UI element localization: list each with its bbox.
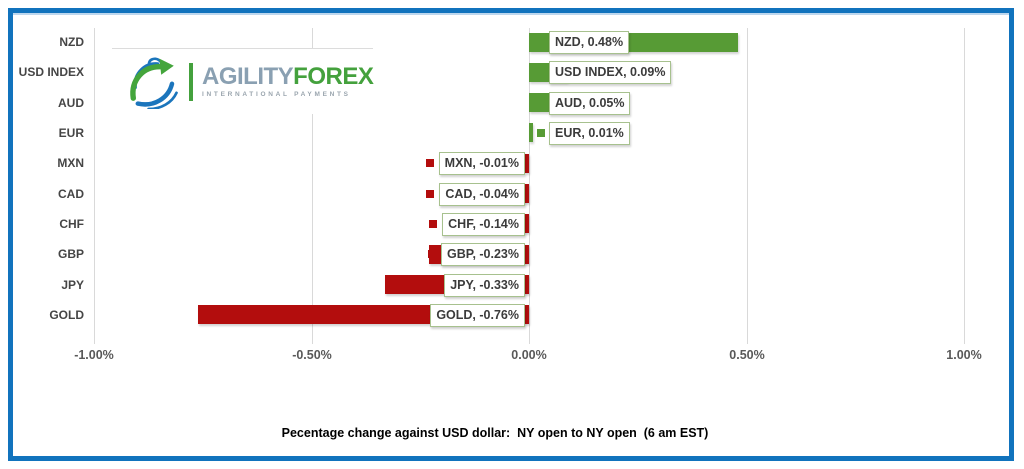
brand-name-forex: FOREX: [293, 62, 374, 90]
data-label-wrap: USD INDEX, 0.09%: [537, 60, 672, 84]
category-label-nzd: NZD: [59, 35, 84, 49]
gridline-0.00%: [529, 28, 530, 344]
data-label-wrap: CHF, -0.14%: [429, 212, 525, 236]
category-label-eur: EUR: [58, 126, 84, 140]
data-label-wrap: MXN, -0.01%: [425, 151, 525, 175]
data-label-gold: GOLD, -0.76%: [430, 303, 525, 327]
category-label-usd-index: USD INDEX: [18, 65, 84, 79]
brand-name-agility: AGILITY: [202, 62, 294, 90]
logo-divider: [189, 62, 193, 101]
x-tick--1.00%: -1.00%: [74, 348, 114, 362]
data-label-mxn: MXN, -0.01%: [438, 151, 525, 175]
legend-key-square: [537, 129, 545, 137]
data-label-jpy: JPY, -0.33%: [444, 273, 525, 297]
gridline-0.50%: [747, 28, 748, 344]
bar-mxn: [525, 154, 529, 173]
bar-aud: [529, 93, 551, 112]
category-label-gbp: GBP: [57, 247, 84, 261]
category-label-aud: AUD: [58, 96, 84, 110]
data-label-gbp: GBP, -0.23%: [440, 242, 525, 266]
data-label-chf: CHF, -0.14%: [442, 212, 525, 236]
data-label-eur: EUR, 0.01%: [549, 121, 630, 145]
legend-key-square: [425, 159, 434, 167]
x-tick-0.00%: 0.00%: [511, 348, 547, 362]
category-label-mxn: MXN: [57, 156, 84, 170]
data-label-nzd: NZD, 0.48%: [549, 30, 630, 54]
category-label-jpy: JPY: [61, 278, 84, 292]
x-tick-1.00%: 1.00%: [946, 348, 982, 362]
gridline-1.00%: [964, 28, 965, 344]
bar-eur: [529, 123, 533, 142]
logo-text: AGILITYFOREX INTERNATIONAL PAYMENTS: [202, 62, 374, 98]
data-label-wrap: EUR, 0.01%: [537, 121, 630, 145]
chart-title: Pecentage change against USD dollar: NY …: [281, 426, 709, 440]
data-label-wrap: JPY, -0.33%: [431, 273, 525, 297]
brand-name: AGILITYFOREX: [202, 62, 374, 90]
globe-swirl-icon: [130, 57, 178, 109]
data-label-cad: CAD, -0.04%: [439, 182, 525, 206]
data-label-wrap: GBP, -0.23%: [427, 242, 525, 266]
x-tick--0.50%: -0.50%: [292, 348, 332, 362]
agilityforex-logo: AGILITYFOREX INTERNATIONAL PAYMENTS: [112, 48, 374, 114]
gridline--0.50%: [312, 28, 313, 344]
data-label-wrap: AUD, 0.05%: [537, 91, 631, 115]
data-label-wrap: CAD, -0.04%: [426, 182, 525, 206]
legend-key-square: [426, 190, 435, 198]
category-label-cad: CAD: [58, 187, 84, 201]
data-label-wrap: GOLD, -0.76%: [417, 303, 525, 327]
category-label-gold: GOLD: [49, 308, 84, 322]
data-label-usd-index: USD INDEX, 0.09%: [549, 60, 672, 84]
gridline--1.00%: [94, 28, 95, 344]
x-tick-0.50%: 0.50%: [729, 348, 765, 362]
data-label-wrap: NZD, 0.48%: [537, 30, 630, 54]
legend-key-square: [429, 220, 438, 228]
data-label-aud: AUD, 0.05%: [549, 91, 631, 115]
category-label-chf: CHF: [59, 217, 84, 231]
brand-tagline: INTERNATIONAL PAYMENTS: [202, 90, 351, 98]
